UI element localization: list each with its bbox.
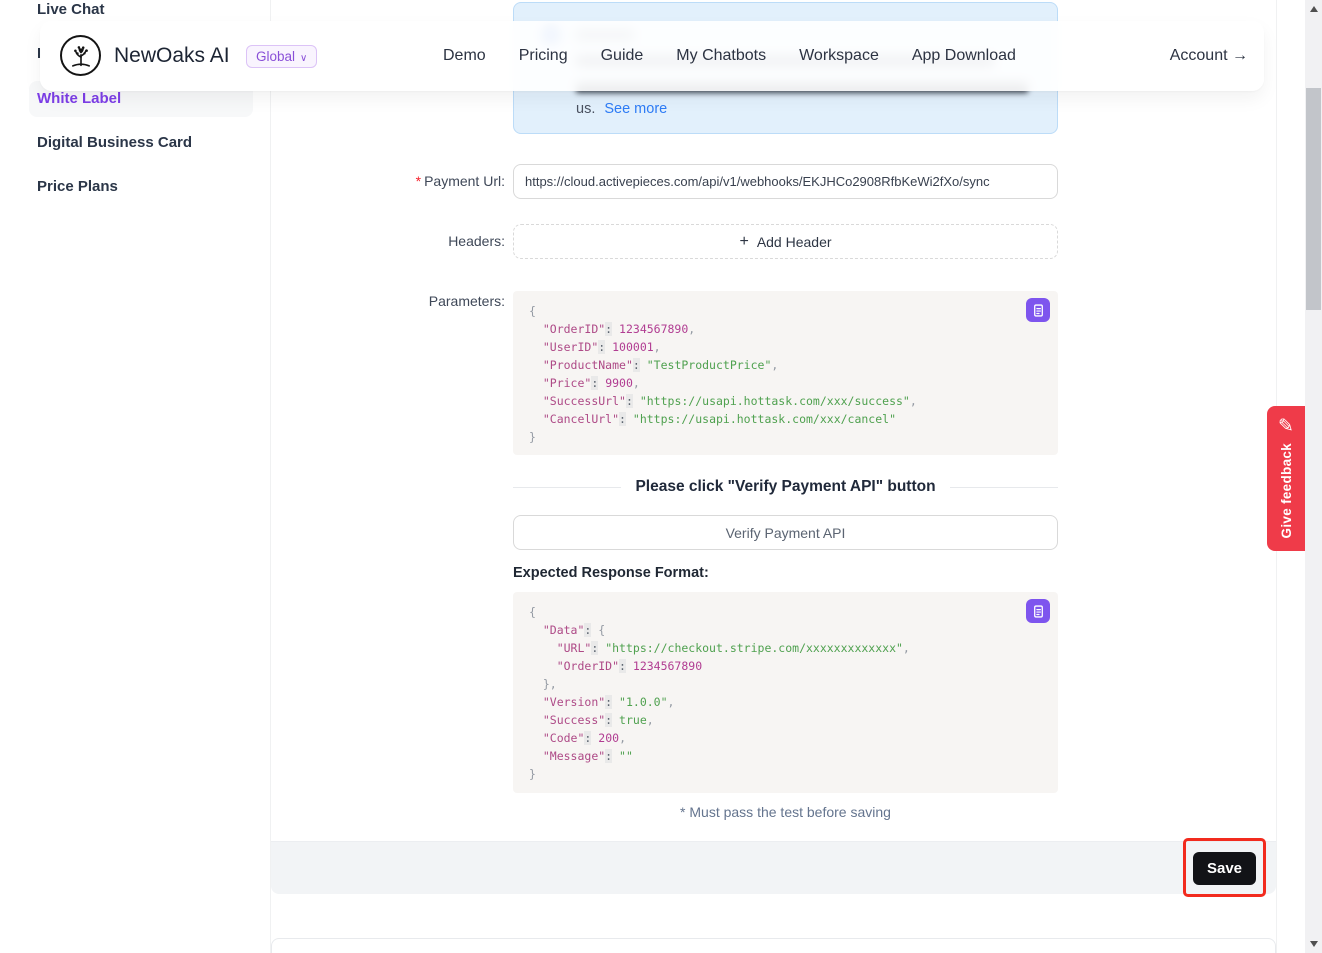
must-pass-note: * Must pass the test before saving xyxy=(680,804,891,820)
see-more-link[interactable]: See more xyxy=(604,101,668,117)
region-selector[interactable]: Global ∨ xyxy=(246,45,318,68)
sidebar-item-clipped[interactable]: I xyxy=(37,45,41,65)
give-feedback-tab[interactable]: ✎ Give feedback xyxy=(1267,406,1305,551)
expected-response-json: { "Data": { "URL": "https://checkout.str… xyxy=(529,605,910,781)
nav-link-pricing[interactable]: Pricing xyxy=(518,47,568,64)
verify-divider: Please click "Verify Payment API" button xyxy=(513,477,1058,497)
form-footer xyxy=(271,841,1276,894)
required-asterisk: * xyxy=(415,173,422,189)
nav-links: Demo Pricing Guide My Chatbots Workspace… xyxy=(443,21,1016,91)
nav-link-workspace[interactable]: Workspace xyxy=(799,47,879,64)
add-header-button[interactable]: + Add Header xyxy=(513,224,1058,259)
parameters-label: Parameters: xyxy=(428,293,505,309)
divider-line xyxy=(949,486,1058,488)
newoaks-logo-icon[interactable] xyxy=(60,35,101,76)
expected-response-label: Expected Response Format: xyxy=(513,565,709,581)
account-button[interactable]: Account → xyxy=(1169,47,1248,64)
divider-line xyxy=(513,486,622,488)
top-navbar: NewOaks AI Global ∨ Demo Pricing Guide My… xyxy=(40,21,1264,91)
feedback-label: Give feedback xyxy=(1278,443,1294,539)
save-button[interactable]: Save xyxy=(1193,852,1256,885)
scroll-up-arrow[interactable] xyxy=(1310,6,1318,12)
payment-url-label: * Payment Url: xyxy=(415,173,505,189)
next-section-card xyxy=(271,938,1276,953)
nav-link-guide[interactable]: Guide xyxy=(600,47,644,64)
reminder-text: us. See more xyxy=(576,101,667,117)
sidebar-item-price-plans[interactable]: Price Plans xyxy=(37,178,118,195)
sidebar-item-live-chat[interactable]: Live Chat xyxy=(37,1,105,18)
divider-text: Please click "Verify Payment API" button xyxy=(635,478,936,495)
sidebar-item-digital-business-card[interactable]: Digital Business Card xyxy=(37,134,193,151)
copy-icon[interactable] xyxy=(1026,298,1050,322)
chevron-down-icon: ∨ xyxy=(300,53,308,64)
scroll-down-arrow[interactable] xyxy=(1310,941,1318,947)
sidebar-divider xyxy=(270,0,271,953)
scrollbar-thumb[interactable] xyxy=(1306,88,1321,310)
parameters-code-block: { "OrderID": 1234567890, "UserID": 10000… xyxy=(513,291,1058,455)
headers-label: Headers: xyxy=(448,233,505,249)
reminder-text-suffix: us. xyxy=(576,101,596,117)
plus-icon: + xyxy=(739,232,749,250)
brand-title[interactable]: NewOaks AI xyxy=(114,44,230,67)
pencil-icon: ✎ xyxy=(1278,416,1294,437)
sidebar-item-white-label[interactable]: White Label xyxy=(37,90,122,107)
expected-response-code-block: { "Data": { "URL": "https://checkout.str… xyxy=(513,592,1058,793)
nav-link-app-download[interactable]: App Download xyxy=(911,47,1016,64)
parameters-json: { "OrderID": 1234567890, "UserID": 10000… xyxy=(529,304,917,444)
verify-payment-api-button[interactable]: Verify Payment API xyxy=(513,515,1058,550)
nav-link-demo[interactable]: Demo xyxy=(443,47,486,64)
payment-url-input[interactable] xyxy=(513,164,1058,199)
nav-link-my-chatbots[interactable]: My Chatbots xyxy=(676,47,767,64)
copy-icon[interactable] xyxy=(1026,599,1050,623)
